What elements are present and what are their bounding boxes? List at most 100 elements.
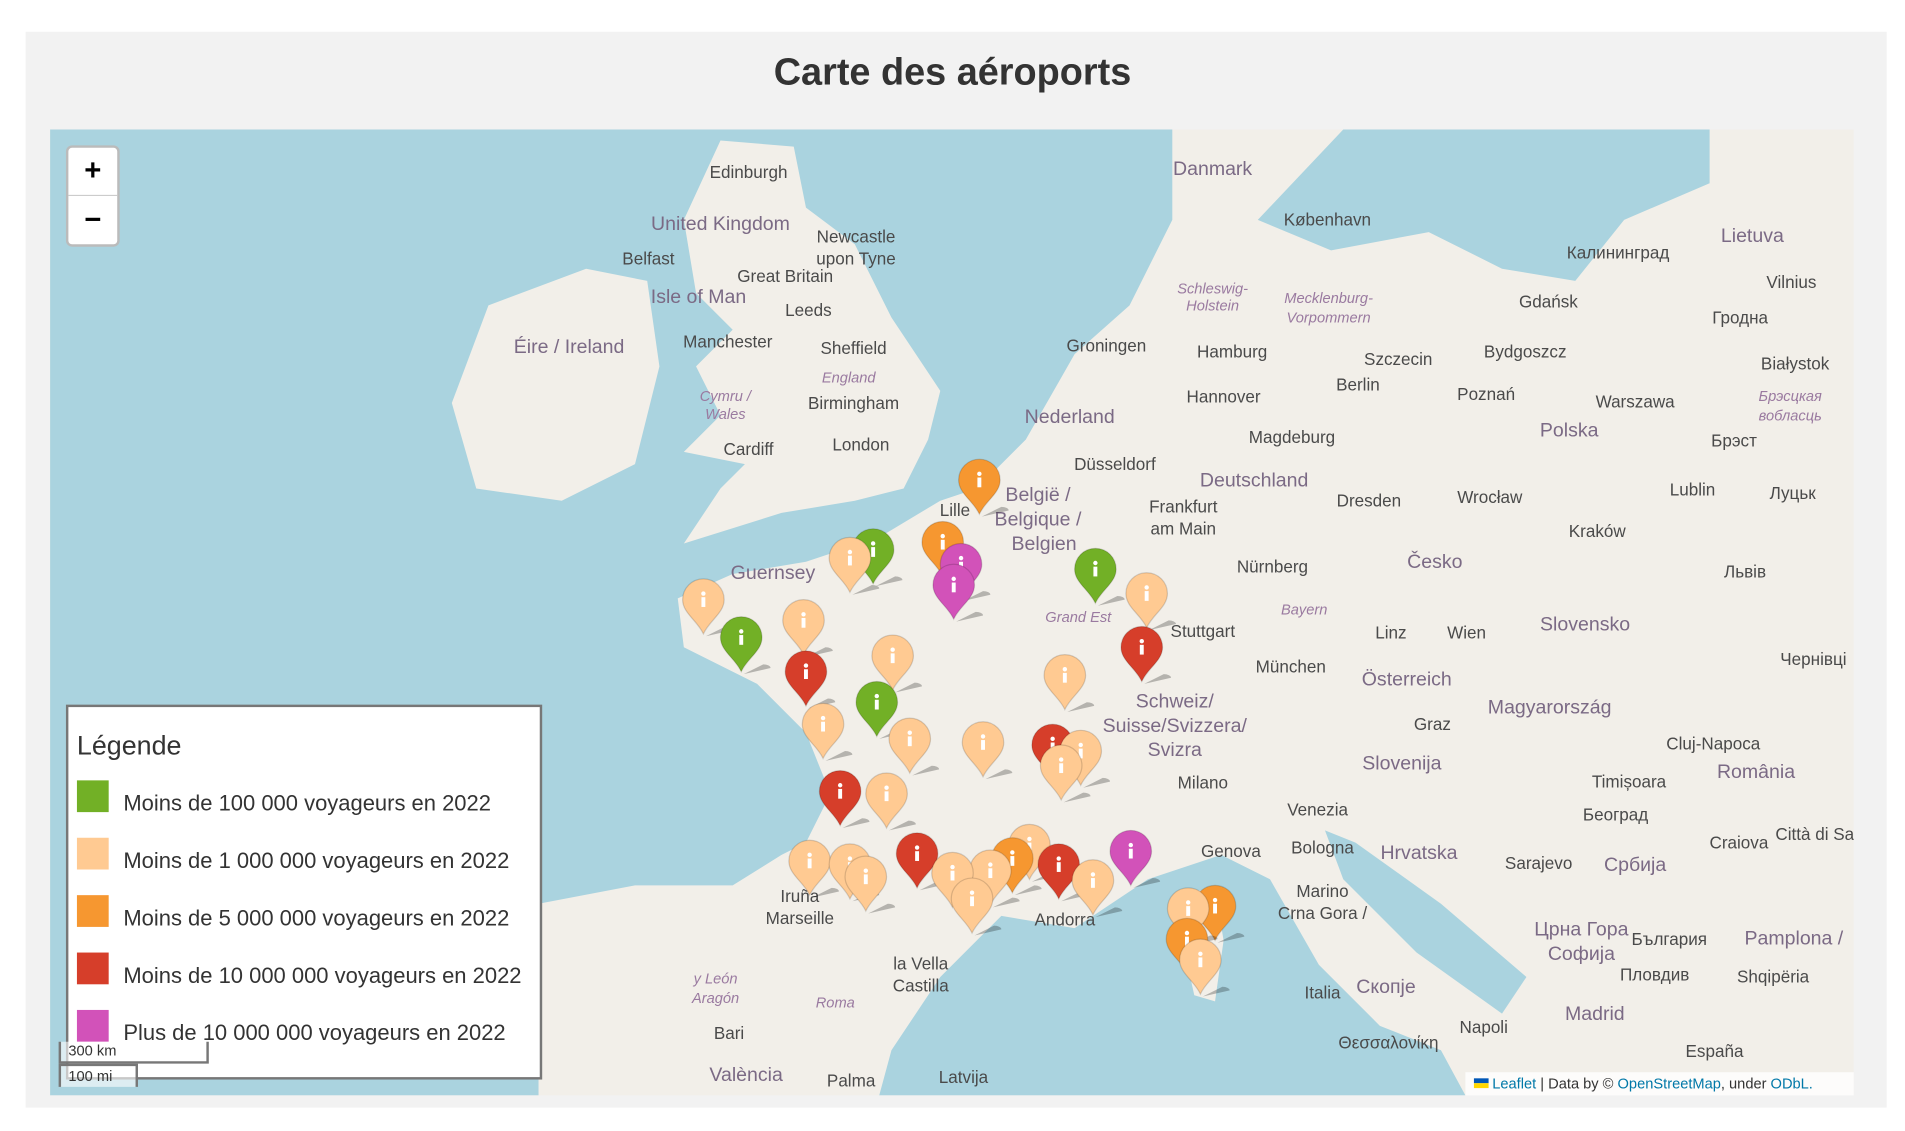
map[interactable]: Edinburgh United Kingdom Newcastle upon Tyn… (50, 129, 1864, 1096)
place-label: England (822, 370, 877, 386)
link[interactable]: OpenStreetMap (1618, 1076, 1721, 1092)
place-label: Cymru / (700, 389, 753, 405)
marker-icon-bar (739, 635, 744, 645)
airport-marker[interactable] (1125, 572, 1176, 631)
marker-shadow (1083, 777, 1111, 788)
airport-marker[interactable] (932, 563, 984, 622)
place-label: Svizra (1148, 739, 1202, 761)
place-label: Луцьк (1770, 484, 1817, 503)
zoom-in[interactable]: + (84, 154, 101, 187)
legend-swatch (76, 895, 109, 927)
marker-icon-bar (1139, 644, 1144, 655)
marker-icon-dot (837, 783, 843, 788)
airport-marker[interactable] (871, 634, 922, 693)
sea (879, 854, 1466, 1096)
airport-marker[interactable] (950, 877, 1002, 936)
airport-marker[interactable] (1109, 829, 1161, 888)
zoom-out[interactable]: − (84, 203, 101, 236)
place-label: Брэсцкая (1759, 389, 1822, 405)
marker-icon-bar (977, 477, 982, 488)
marker-icon-dot (1090, 872, 1096, 877)
marker-icon-bar (940, 539, 945, 550)
airport-marker[interactable] (788, 839, 839, 898)
airport-marker[interactable] (818, 769, 870, 828)
airport-marker[interactable] (1039, 744, 1091, 803)
marker-icon-bar (838, 788, 843, 799)
marker-icon-dot (914, 845, 920, 850)
marker-icon-dot (1062, 667, 1068, 672)
place-label: Bayern (1281, 603, 1327, 619)
place-label: Wales (705, 407, 746, 423)
scale-label: 300 km (68, 1043, 116, 1059)
legend-label: Moins de 10 000 000 voyageurs en 2022 (123, 963, 521, 988)
place-label: Manchester (683, 333, 773, 352)
marker-icon-bar (890, 653, 895, 664)
place-label: Калининград (1567, 244, 1670, 263)
marker-shadow (963, 591, 991, 601)
marker-shadow (1144, 674, 1172, 684)
airport-marker[interactable] (844, 855, 896, 914)
airport-marker[interactable] (719, 616, 771, 675)
place-label: Schleswig- (1177, 281, 1248, 297)
link[interactable]: Leaflet (1492, 1076, 1536, 1092)
legend-label: Moins de 5 000 000 voyageurs en 2022 (123, 905, 509, 930)
marker-icon-bar (1059, 763, 1064, 774)
marker-icon-bar (981, 740, 985, 750)
marker-icon-dot (1139, 638, 1144, 644)
marker-icon-dot (1128, 842, 1133, 848)
legend-label: Plus de 10 000 000 voyageurs en 2022 (123, 1020, 505, 1045)
airport-marker[interactable] (888, 717, 940, 776)
place-label: Belgien (1012, 533, 1077, 555)
airport-marker[interactable] (1071, 859, 1123, 918)
airport-marker[interactable] (961, 721, 1013, 780)
marker-icon-bar (1056, 862, 1061, 872)
marker-icon-bar (863, 874, 868, 885)
place-label: Vorpommern (1287, 311, 1371, 327)
attribution: Leaflet | Data by © OpenStreetMap, under… (1465, 1072, 1854, 1096)
place-label: Suisse/Svizzera/ (1103, 715, 1248, 737)
marker-icon-dot (803, 663, 809, 668)
marker-shadow (743, 664, 771, 675)
marker-icon-dot (988, 862, 993, 867)
place-label: Gdańsk (1519, 292, 1578, 311)
place-label: Aragón (691, 991, 739, 1007)
marker-icon-dot (739, 629, 744, 634)
place-label: Linz (1375, 623, 1406, 642)
marker-icon-dot (1050, 736, 1055, 742)
place-label: Sarajevo (1505, 854, 1572, 873)
place-label: Newcastle (817, 228, 896, 247)
marker-icon-dot (1093, 560, 1098, 566)
place-label: Berlin (1336, 375, 1380, 394)
link[interactable]: ODbL. (1771, 1076, 1813, 1092)
marker-shadow (875, 576, 903, 587)
place-label: United Kingdom (651, 213, 790, 235)
airport-marker[interactable] (1179, 938, 1230, 997)
marker-icon-dot (1078, 742, 1083, 748)
marker-icon-dot (1058, 757, 1064, 762)
legend: Légende Moins de 100 000 voyageurs en 20… (65, 704, 543, 1080)
legend-swatch (76, 780, 109, 813)
marker-icon-dot (1144, 585, 1149, 590)
place-label: Österreich (1362, 668, 1452, 690)
marker-shadow (842, 818, 870, 828)
marker-icon-bar (1185, 936, 1189, 947)
marker-shadow (1095, 907, 1123, 918)
airport-marker[interactable] (801, 702, 853, 761)
place-label: København (1284, 211, 1371, 230)
place-label: Roma (816, 996, 855, 1012)
marker-icon-dot (890, 647, 895, 652)
airport-marker[interactable] (1120, 625, 1172, 684)
place-label: Česko (1407, 550, 1462, 573)
marker-shadow (981, 506, 1009, 517)
airport-marker[interactable] (828, 536, 880, 595)
legend-label: Moins de 1 000 000 voyageurs en 2022 (123, 848, 509, 873)
place-label: España (1686, 1042, 1744, 1061)
place-label: Pamplona / (1745, 927, 1844, 949)
airport-marker[interactable] (1043, 653, 1095, 712)
airport-marker[interactable] (957, 458, 1009, 517)
marker-icon-bar (1198, 957, 1203, 968)
airport-marker[interactable] (1074, 547, 1125, 606)
airport-marker[interactable] (865, 772, 916, 831)
place-label: Stuttgart (1171, 622, 1236, 641)
marker-shadow (852, 584, 880, 595)
